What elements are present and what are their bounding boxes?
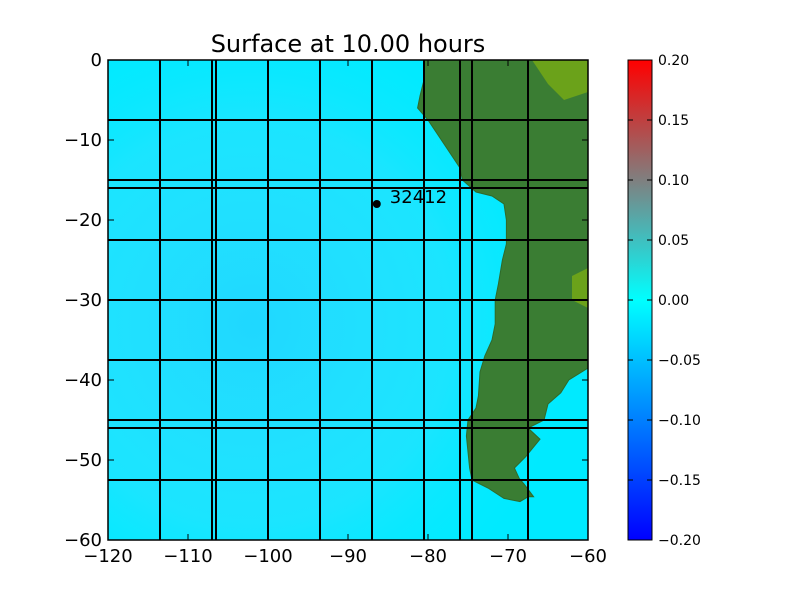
- colorbar-tick-label: 0.00: [658, 293, 689, 309]
- y-axis: 0 −10 −20 −30 −40 −50 −60: [64, 50, 588, 551]
- colorbar: 0.20 0.15 0.10 0.05 0.00 −0.05 −0.10 −0.15 −0.20: [627, 53, 701, 549]
- land-mass: [417, 60, 588, 503]
- highland-region: [532, 60, 588, 100]
- land-layer: [417, 60, 588, 503]
- colorbar-tick-label: 0.10: [658, 173, 689, 189]
- x-tick-label: −120: [83, 546, 132, 567]
- colorbar-tick-label: 0.05: [658, 233, 689, 249]
- y-tick-label: −40: [64, 370, 102, 391]
- gauge-label: 32412: [390, 187, 447, 208]
- colorbar-tick-label: −0.15: [658, 473, 701, 489]
- colorbar-ticks: 0.20 0.15 0.10 0.05 0.00 −0.05 −0.10 −0.15 −0.20: [628, 53, 701, 549]
- colorbar-tick-label: −0.20: [658, 533, 701, 549]
- x-tick-label: −60: [569, 546, 607, 567]
- x-tick-label: −80: [409, 546, 447, 567]
- y-tick-label: −50: [64, 450, 102, 471]
- x-tick-label: −90: [329, 546, 367, 567]
- plot-area: [108, 60, 588, 540]
- colorbar-tick-label: 0.20: [658, 53, 689, 69]
- x-axis: −120 −110 −100 −90 −80 −70 −60: [83, 60, 607, 567]
- highland-region: [572, 268, 588, 308]
- gauge-marker: [372, 200, 381, 208]
- y-tick-label: −60: [64, 530, 102, 551]
- colorbar-tick-label: −0.05: [658, 353, 701, 369]
- gauge-layer: 32412: [372, 187, 447, 208]
- y-tick-label: −20: [64, 210, 102, 231]
- colorbar-tick-label: −0.10: [658, 413, 701, 429]
- y-tick-label: −30: [64, 290, 102, 311]
- x-tick-label: −110: [163, 546, 212, 567]
- y-tick-label: −10: [64, 130, 102, 151]
- y-tick-label: 0: [91, 50, 102, 71]
- chart-title: Surface at 10.00 hours: [211, 30, 486, 58]
- x-tick-label: −100: [243, 546, 292, 567]
- colorbar-tick-label: 0.15: [658, 113, 689, 129]
- grid-lines: [108, 60, 588, 540]
- x-tick-label: −70: [489, 546, 527, 567]
